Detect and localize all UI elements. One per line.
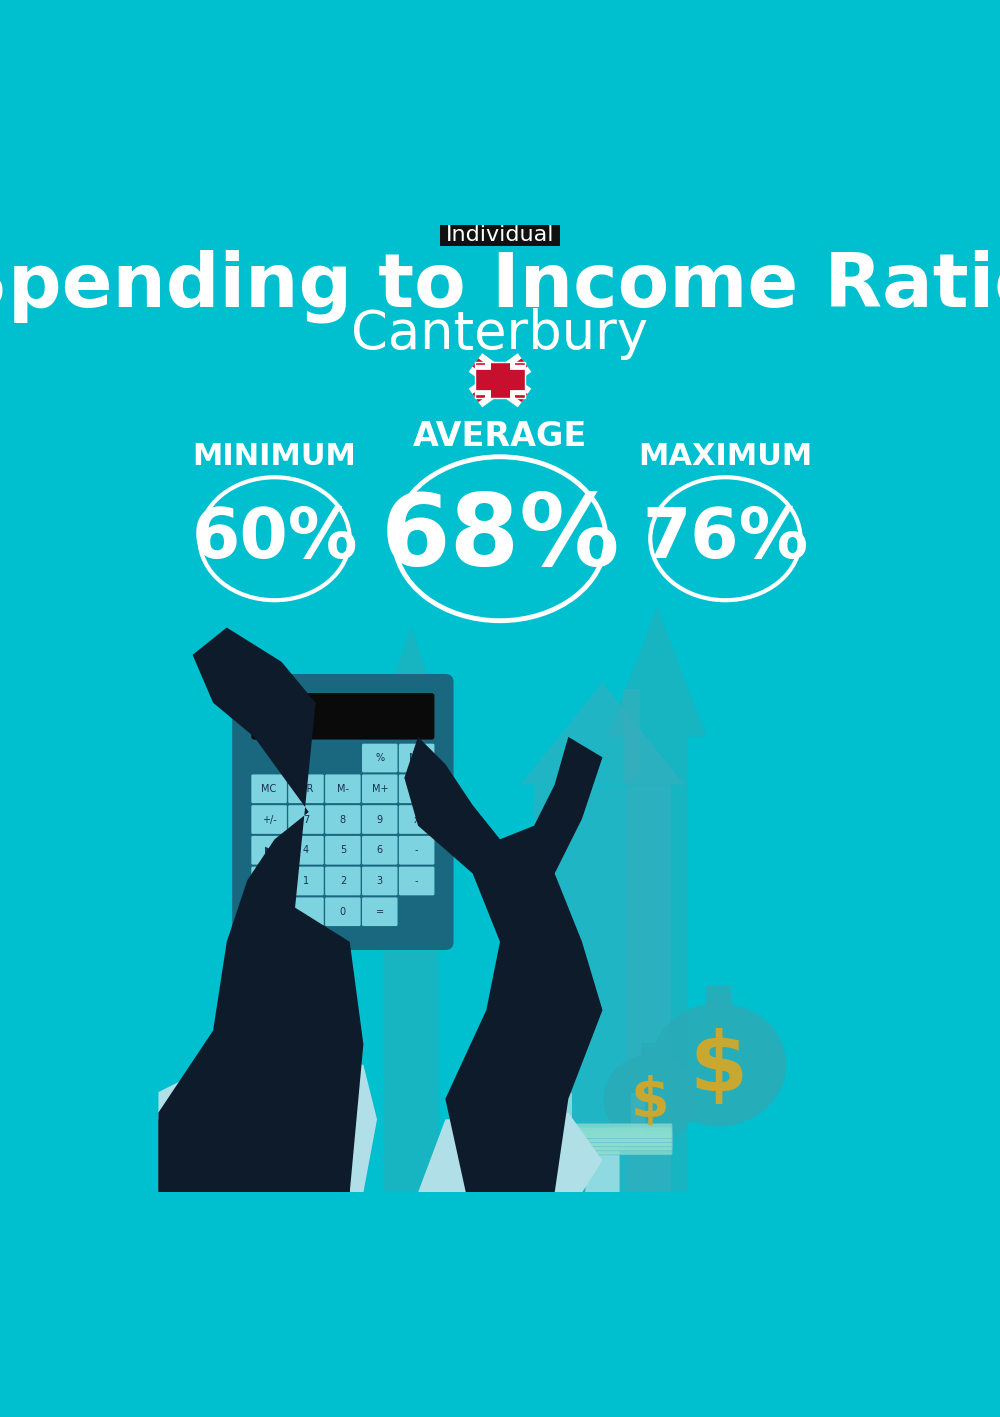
FancyBboxPatch shape (251, 805, 287, 833)
FancyBboxPatch shape (567, 1136, 672, 1151)
FancyBboxPatch shape (251, 836, 287, 864)
FancyBboxPatch shape (399, 867, 434, 896)
FancyBboxPatch shape (362, 744, 398, 772)
FancyBboxPatch shape (325, 867, 361, 896)
Text: MAXIMUM: MAXIMUM (638, 442, 813, 472)
FancyBboxPatch shape (251, 897, 287, 927)
Text: M+: M+ (372, 784, 388, 794)
FancyBboxPatch shape (362, 836, 398, 864)
Text: AVERAGE: AVERAGE (413, 419, 587, 453)
Polygon shape (418, 1112, 602, 1193)
Text: 6: 6 (377, 846, 383, 856)
FancyBboxPatch shape (567, 1139, 672, 1155)
FancyBboxPatch shape (288, 836, 324, 864)
FancyBboxPatch shape (362, 775, 398, 803)
FancyBboxPatch shape (399, 805, 434, 833)
FancyBboxPatch shape (567, 1132, 672, 1146)
Text: ▶: ▶ (265, 846, 273, 856)
Text: 60%: 60% (191, 506, 358, 572)
Text: -: - (415, 876, 418, 886)
Text: C/A: C/A (261, 876, 277, 886)
Ellipse shape (604, 1054, 697, 1144)
FancyBboxPatch shape (631, 1094, 645, 1135)
Text: MU: MU (409, 752, 424, 762)
Text: $: $ (690, 1027, 748, 1108)
Text: 5: 5 (340, 846, 346, 856)
Text: 9: 9 (377, 815, 383, 825)
Text: MR: MR (298, 784, 314, 794)
FancyBboxPatch shape (362, 867, 398, 896)
Text: 7: 7 (303, 815, 309, 825)
FancyBboxPatch shape (362, 805, 398, 833)
FancyBboxPatch shape (475, 363, 525, 398)
Text: +/-: +/- (262, 815, 276, 825)
Polygon shape (623, 689, 640, 785)
FancyBboxPatch shape (567, 1124, 672, 1138)
FancyBboxPatch shape (399, 744, 434, 772)
Text: =: = (376, 907, 384, 917)
Text: 68%: 68% (380, 490, 620, 587)
Text: 8: 8 (340, 815, 346, 825)
FancyBboxPatch shape (325, 805, 361, 833)
Text: Individual: Individual (446, 225, 554, 245)
FancyBboxPatch shape (585, 1136, 620, 1195)
FancyBboxPatch shape (325, 775, 361, 803)
Polygon shape (158, 1078, 350, 1193)
Polygon shape (367, 628, 456, 1193)
Text: 1: 1 (303, 876, 309, 886)
FancyBboxPatch shape (251, 775, 287, 803)
FancyBboxPatch shape (288, 867, 324, 896)
FancyBboxPatch shape (288, 775, 324, 803)
Text: Canterbury: Canterbury (351, 307, 649, 360)
Polygon shape (158, 1058, 377, 1193)
Polygon shape (534, 785, 671, 1193)
Text: MC: MC (261, 784, 277, 794)
FancyBboxPatch shape (232, 674, 454, 949)
Text: .: . (304, 907, 307, 917)
FancyBboxPatch shape (251, 693, 434, 740)
Polygon shape (404, 737, 842, 1193)
FancyBboxPatch shape (399, 775, 434, 803)
Text: 76%: 76% (642, 506, 809, 572)
FancyBboxPatch shape (641, 1043, 659, 1058)
Ellipse shape (651, 1003, 786, 1127)
Text: 00: 00 (263, 907, 275, 917)
FancyBboxPatch shape (567, 1128, 672, 1142)
Text: 0: 0 (340, 907, 346, 917)
FancyBboxPatch shape (706, 986, 731, 1006)
Polygon shape (520, 682, 684, 785)
Polygon shape (608, 606, 707, 1193)
Text: M-: M- (337, 784, 349, 794)
Text: MINIMUM: MINIMUM (193, 442, 357, 472)
Text: 2: 2 (340, 876, 346, 886)
Text: -: - (415, 846, 418, 856)
FancyBboxPatch shape (440, 224, 560, 245)
Text: 4: 4 (303, 846, 309, 856)
Polygon shape (158, 628, 363, 1193)
Text: Spending to Income Ratio: Spending to Income Ratio (0, 249, 1000, 323)
FancyBboxPatch shape (288, 897, 324, 927)
Text: x: x (414, 815, 420, 825)
Text: :: : (415, 784, 418, 794)
FancyBboxPatch shape (399, 836, 434, 864)
FancyBboxPatch shape (251, 867, 287, 896)
FancyBboxPatch shape (325, 836, 361, 864)
Text: %: % (375, 752, 384, 762)
Text: 3: 3 (377, 876, 383, 886)
FancyBboxPatch shape (288, 805, 324, 833)
FancyBboxPatch shape (325, 897, 361, 927)
Text: $: $ (631, 1076, 670, 1129)
FancyBboxPatch shape (558, 1094, 572, 1135)
FancyBboxPatch shape (362, 897, 398, 927)
